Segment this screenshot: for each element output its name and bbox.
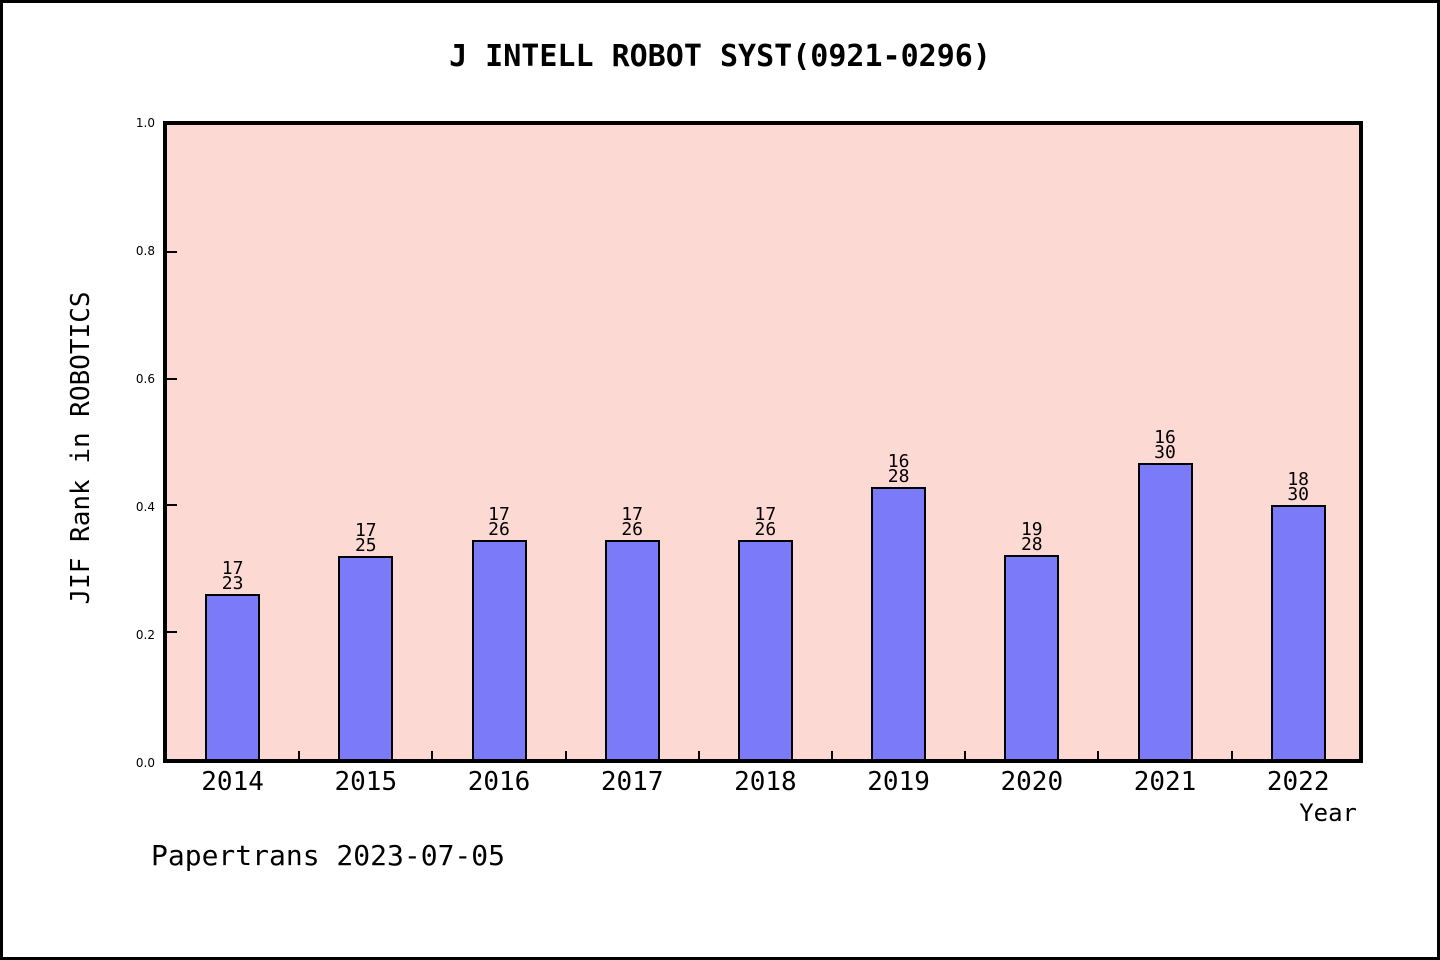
x-tick-label-2014: 2014 [201, 767, 264, 797]
bar-2019 [871, 487, 927, 759]
bar-rank-value: 16 [887, 451, 910, 472]
bar-rank-value: 16 [1154, 427, 1176, 448]
bar-total-value: 26 [754, 519, 777, 540]
bar-total-value: 28 [887, 466, 910, 487]
y-tick-label-0.8: 0.8 [135, 244, 155, 258]
x-axis-title: Year [1299, 799, 1357, 827]
bar-total-value: 25 [354, 535, 377, 556]
x-minor-tick [431, 751, 434, 759]
bar-rank-value: 17 [754, 504, 777, 525]
bar-rank-value: 18 [1287, 469, 1310, 490]
plot-area: 17 23 17 25 17 26 17 26 17 26 16 28 19 28 16 30 18 30 [163, 121, 1363, 763]
bar-2018 [737, 540, 793, 759]
x-minor-tick [964, 751, 967, 759]
plot-inner: 17 23 17 25 17 26 17 26 17 26 16 28 19 28 16 30 18 30 [167, 125, 1359, 759]
bar-rank-value: 17 [488, 504, 510, 525]
bar-value-label-2021: 16 30 [1154, 427, 1176, 463]
bar-value-label-2017: 17 26 [621, 504, 644, 540]
y-tick-label-0.6: 0.6 [135, 372, 155, 386]
x-tick-label-2017: 2017 [600, 767, 664, 797]
bar-2022 [1270, 505, 1326, 759]
x-tick-label-2016: 2016 [467, 767, 531, 797]
x-minor-tick [564, 751, 567, 759]
bar-value-label-2016: 17 26 [488, 504, 510, 540]
bar-value-label-2019: 16 28 [887, 451, 910, 487]
bar-total-value: 23 [221, 573, 244, 594]
bar-total-value: 30 [1287, 484, 1310, 505]
bar-total-value: 30 [1154, 442, 1176, 463]
bar-2015 [338, 556, 394, 759]
y-major-tick [167, 504, 177, 507]
bar-value-label-2018: 17 26 [754, 504, 777, 540]
y-tick-label-0.2: 0.2 [135, 628, 155, 642]
bar-rank-value: 19 [1020, 519, 1043, 540]
y-tick-label-1.0: 1.0 [135, 116, 155, 130]
y-major-tick [167, 377, 177, 380]
bar-2014 [205, 594, 261, 759]
x-tick-label-2018: 2018 [734, 767, 797, 797]
bar-value-label-2020: 19 28 [1020, 519, 1043, 555]
y-axis-title: JIF Rank in ROBOTICS [66, 291, 96, 605]
x-minor-tick [1097, 751, 1100, 759]
y-major-tick [167, 631, 177, 634]
y-tick-label-0.4: 0.4 [135, 500, 155, 514]
y-major-tick [167, 250, 177, 253]
bar-total-value: 26 [621, 519, 644, 540]
bar-2021 [1137, 463, 1193, 759]
bar-value-label-2015: 17 25 [354, 520, 377, 556]
x-minor-tick [298, 751, 301, 759]
x-minor-tick [831, 751, 833, 759]
x-tick-label-2015: 2015 [334, 767, 398, 797]
bar-rank-value: 17 [221, 558, 244, 579]
footer-watermark: Papertrans 2023-07-05 [151, 839, 506, 872]
bar-2020 [1004, 555, 1060, 759]
chart-title: J INTELL ROBOT SYST(0921-0296) [449, 39, 991, 74]
y-tick-label-0.0: 0.0 [135, 756, 155, 770]
x-minor-tick [1230, 751, 1233, 759]
x-tick-label-2020: 2020 [1000, 767, 1064, 797]
bar-total-value: 26 [488, 519, 510, 540]
x-tick-label-2022: 2022 [1266, 767, 1330, 797]
bar-value-label-2014: 17 23 [221, 558, 244, 594]
bar-rank-value: 17 [621, 504, 644, 525]
bar-2016 [471, 540, 527, 759]
x-minor-tick [697, 751, 700, 759]
bar-2017 [604, 540, 660, 759]
bar-total-value: 28 [1020, 534, 1043, 555]
bar-rank-value: 17 [354, 520, 377, 541]
x-tick-label-2019: 2019 [867, 767, 930, 797]
x-tick-label-2021: 2021 [1133, 767, 1197, 797]
bar-value-label-2022: 18 30 [1287, 469, 1310, 505]
